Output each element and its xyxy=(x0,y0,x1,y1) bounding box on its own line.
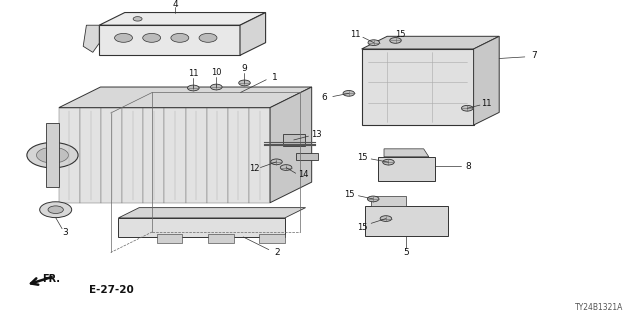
Polygon shape xyxy=(208,234,234,243)
Polygon shape xyxy=(296,153,318,160)
Polygon shape xyxy=(157,234,182,243)
Polygon shape xyxy=(80,108,101,203)
Text: 11: 11 xyxy=(351,30,361,39)
Polygon shape xyxy=(101,108,122,203)
Polygon shape xyxy=(118,218,285,237)
Polygon shape xyxy=(240,12,266,55)
Circle shape xyxy=(143,33,161,42)
Polygon shape xyxy=(207,108,228,203)
Circle shape xyxy=(390,37,401,43)
Circle shape xyxy=(188,85,199,91)
Text: 9: 9 xyxy=(242,64,247,74)
Circle shape xyxy=(171,33,189,42)
Polygon shape xyxy=(283,134,305,146)
Circle shape xyxy=(280,165,292,170)
Text: 15: 15 xyxy=(395,30,405,39)
Polygon shape xyxy=(362,36,499,49)
Circle shape xyxy=(380,216,392,221)
Circle shape xyxy=(383,159,394,165)
Polygon shape xyxy=(384,149,429,157)
Circle shape xyxy=(239,80,250,86)
Text: 1: 1 xyxy=(272,73,277,82)
Polygon shape xyxy=(59,108,80,203)
Text: 5: 5 xyxy=(404,248,409,257)
Polygon shape xyxy=(143,108,164,203)
Circle shape xyxy=(36,147,68,163)
Polygon shape xyxy=(362,49,474,125)
Polygon shape xyxy=(83,25,99,52)
Circle shape xyxy=(133,17,142,21)
Polygon shape xyxy=(46,124,59,187)
Circle shape xyxy=(211,84,222,90)
Text: 4: 4 xyxy=(173,0,178,9)
Polygon shape xyxy=(99,12,266,25)
Circle shape xyxy=(199,33,217,42)
Polygon shape xyxy=(59,87,312,108)
Text: FR.: FR. xyxy=(42,275,60,284)
Polygon shape xyxy=(270,87,312,203)
Polygon shape xyxy=(259,234,285,243)
Text: 15: 15 xyxy=(357,153,367,162)
Polygon shape xyxy=(474,36,499,125)
Circle shape xyxy=(461,105,473,111)
Text: TY24B1321A: TY24B1321A xyxy=(575,303,623,312)
Text: E-27-20: E-27-20 xyxy=(89,285,134,295)
Polygon shape xyxy=(228,108,249,203)
Circle shape xyxy=(343,91,355,96)
Polygon shape xyxy=(164,108,186,203)
Circle shape xyxy=(115,33,132,42)
Text: 3: 3 xyxy=(63,228,68,237)
Polygon shape xyxy=(122,108,143,203)
Polygon shape xyxy=(99,25,240,55)
Circle shape xyxy=(368,40,380,45)
Text: 14: 14 xyxy=(298,170,308,179)
Polygon shape xyxy=(371,196,406,206)
Circle shape xyxy=(48,206,63,213)
Polygon shape xyxy=(378,157,435,180)
Polygon shape xyxy=(249,108,270,203)
Text: 2: 2 xyxy=(275,248,280,257)
Text: 12: 12 xyxy=(250,164,260,173)
Circle shape xyxy=(27,142,78,168)
Polygon shape xyxy=(186,108,207,203)
Text: 15: 15 xyxy=(357,223,367,232)
Text: 11: 11 xyxy=(188,69,198,78)
Circle shape xyxy=(271,159,282,165)
Text: 8: 8 xyxy=(466,162,471,171)
Circle shape xyxy=(367,196,379,202)
Circle shape xyxy=(40,202,72,218)
Text: 7: 7 xyxy=(532,52,537,60)
Polygon shape xyxy=(365,206,448,236)
Text: 6: 6 xyxy=(321,93,326,102)
Text: 15: 15 xyxy=(344,190,355,199)
Polygon shape xyxy=(118,208,306,218)
Text: 10: 10 xyxy=(211,68,221,76)
Text: 13: 13 xyxy=(311,130,321,139)
Text: 11: 11 xyxy=(481,99,492,108)
